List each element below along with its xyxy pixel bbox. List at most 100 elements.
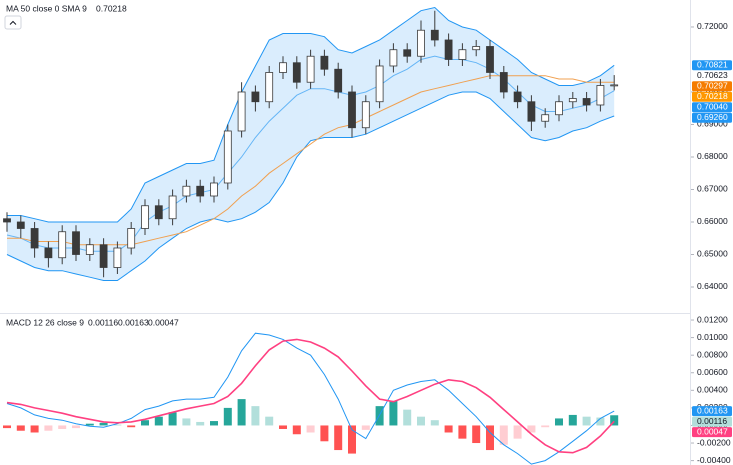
price-badge-label: 0.00116 [697, 416, 727, 426]
candle-body [403, 49, 412, 57]
candle-body [375, 65, 384, 103]
candle-body [85, 244, 94, 255]
histogram-bar [320, 425, 329, 442]
candle-body [499, 72, 508, 93]
histogram-bar [568, 414, 577, 426]
y-tick-label: 0.67000 [697, 184, 728, 194]
candle-body [16, 221, 25, 229]
candle-body [237, 91, 246, 132]
price-badge [692, 102, 732, 113]
histogram-bar [513, 425, 522, 439]
histogram-bar [486, 425, 494, 451]
histogram-bar [141, 420, 149, 426]
plot-layer: 0.64000 0.65000 0.66000 0.67000 0.68000 0.690… [3, 6, 732, 465]
collapse-box[interactable] [4, 15, 22, 30]
candle-body [334, 68, 343, 93]
y-tick-label: -0.00400 [697, 455, 731, 465]
price-legend-value: 0.70218 [96, 3, 127, 13]
histogram-bar [85, 423, 94, 426]
candle-body [320, 55, 329, 70]
macd-legend-value: 0.00047 [148, 317, 179, 327]
y-tick-label: 0.00400 [697, 385, 728, 395]
candle-body [458, 49, 467, 60]
candle-body [472, 46, 481, 51]
y-tick-label: 0.01200 [697, 314, 728, 324]
candle-body [541, 114, 550, 122]
candle-body [596, 85, 605, 106]
histogram-bar [16, 425, 25, 431]
candle-body [417, 29, 425, 57]
histogram-bar [555, 418, 563, 426]
histogram-bar [58, 425, 67, 429]
candle-body [306, 55, 315, 83]
price-badge [692, 81, 732, 92]
candle-body [568, 98, 577, 103]
price-badge [692, 112, 732, 123]
histogram-bar [610, 415, 619, 426]
histogram-bar [389, 400, 398, 426]
y-tick-label: 0.00600 [697, 367, 728, 377]
macd-line [6, 332, 615, 465]
signal-line [6, 338, 615, 454]
candle-body [44, 247, 53, 259]
y-tick-label: 0.65000 [697, 249, 728, 259]
histogram-bar [334, 425, 343, 451]
price-badge-label: 0.00163 [697, 405, 728, 415]
candle-body [72, 231, 80, 255]
y-tick-label: 0.72000 [697, 21, 728, 31]
candle-body [3, 218, 11, 223]
macd-legend-value: 0.00116 [88, 317, 118, 327]
histogram-bar [279, 425, 287, 429]
histogram-bar [237, 399, 246, 426]
histogram-bar [348, 425, 356, 454]
candle-body [486, 46, 494, 73]
histogram-bar [154, 416, 163, 426]
macd-legend-title: MACD 12 26 close 9 [6, 317, 84, 327]
histogram-bar [99, 422, 108, 426]
histogram-bar [306, 425, 315, 433]
candle-body [182, 185, 191, 197]
price-badge [692, 91, 732, 102]
candle-body [154, 205, 163, 220]
candle-body [265, 72, 274, 103]
price-badge [692, 427, 732, 438]
histogram-bar [444, 425, 453, 433]
candle-body [527, 101, 536, 122]
candle-body [210, 182, 218, 197]
price-badge-label: 0.70040 [697, 102, 728, 112]
y-tick-label: 0.68000 [697, 151, 728, 161]
collapse-button[interactable] [4, 15, 22, 30]
price-legend-title: MA 50 close 0 SMA 9 [6, 3, 87, 13]
price-badge [692, 70, 732, 81]
histogram-bar [596, 417, 605, 426]
histogram-bar [223, 407, 232, 426]
histogram-bar [541, 425, 550, 428]
candle-body [30, 228, 39, 249]
price-badge [692, 60, 732, 71]
y-tick-label: 0.00800 [697, 349, 728, 359]
histogram-bar [527, 425, 536, 433]
histogram-bar [44, 425, 53, 431]
candle-body [279, 62, 287, 73]
histogram-bar [458, 425, 467, 439]
y-tick-label: 0.01000 [697, 332, 728, 342]
histogram-bar [292, 425, 301, 435]
band-upper [7, 6, 615, 223]
histogram-bar [113, 424, 122, 426]
candle-body [348, 91, 356, 129]
collapse-icon[interactable] [9, 20, 17, 25]
y-tick-label: 0.66000 [697, 216, 728, 226]
price-badge [692, 406, 732, 417]
histogram-bar [417, 416, 425, 426]
price-badge-label: 0.00047 [697, 426, 728, 436]
candle-body [513, 91, 522, 103]
price-badge-label: 0.69260 [697, 112, 728, 122]
histogram-bar [582, 416, 591, 426]
candle-body [223, 130, 232, 184]
price-badge [692, 416, 732, 427]
price-badge-label: 0.70623 [697, 70, 728, 80]
histogram-bar [361, 425, 370, 430]
candle-body [99, 244, 108, 268]
candle-body [361, 101, 370, 129]
